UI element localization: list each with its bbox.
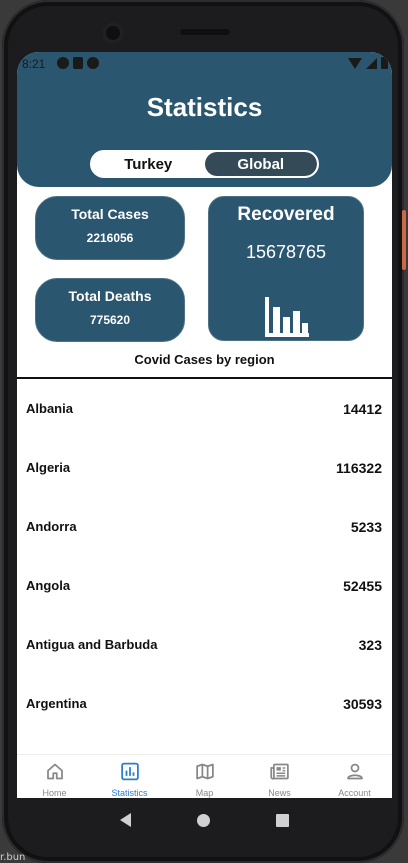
signal-icon: [366, 57, 377, 69]
region-name: Antigua and Barbuda: [26, 637, 158, 652]
region-value: 52455: [343, 577, 382, 594]
nav-item-home[interactable]: Home: [17, 755, 92, 798]
sync-icon: [87, 57, 99, 69]
region-name: Algeria: [26, 460, 71, 475]
wifi-icon: [348, 57, 362, 69]
region-name: Albania: [26, 401, 73, 416]
region-value: 5233: [350, 518, 382, 535]
list-item[interactable]: Andorra 5233: [17, 497, 392, 556]
list-item[interactable]: Argentina 30593: [17, 674, 392, 733]
region-value: 323: [358, 636, 382, 653]
nav-item-statistics[interactable]: Statistics: [92, 755, 167, 798]
recovered-card: Recovered 15678765: [208, 196, 364, 341]
total-cases-value: 2216056: [86, 231, 134, 245]
total-cases-label: Total Cases: [71, 206, 149, 222]
bar-chart-icon: [265, 297, 309, 337]
speaker-grille: [180, 29, 230, 35]
nav-label-map: Map: [195, 788, 214, 798]
list-item[interactable]: Algeria 116322: [17, 438, 392, 497]
region-toggle[interactable]: Turkey Global: [90, 150, 319, 178]
region-value: 116322: [336, 459, 382, 476]
system-status-icons: [348, 57, 388, 69]
notification-icons: [57, 57, 99, 69]
android-nav-bar: [17, 798, 392, 842]
nav-label-news: News: [268, 788, 291, 798]
header: 8:21 Statistics Turkey Global: [17, 52, 392, 187]
region-name: Argentina: [26, 696, 87, 711]
nav-label-home: Home: [42, 788, 67, 798]
newspaper-icon: [269, 763, 289, 780]
divider: [17, 377, 392, 379]
nav-label-statistics: Statistics: [111, 788, 148, 798]
battery-icon: [381, 57, 388, 69]
page-title: Statistics: [146, 92, 263, 122]
home-icon: [46, 763, 63, 780]
back-icon[interactable]: [120, 813, 131, 827]
list-item[interactable]: Albania 14412: [17, 379, 392, 438]
volume-button: [402, 210, 406, 270]
region-name: Angola: [26, 578, 71, 593]
toggle-option-turkey[interactable]: Turkey: [124, 155, 173, 173]
status-time: 8:21: [22, 57, 46, 71]
nav-item-news[interactable]: News: [242, 755, 317, 798]
list-item[interactable]: Angola 52455: [17, 556, 392, 615]
region-name: Andorra: [26, 519, 77, 534]
top-bezel: [2, 0, 404, 52]
map-icon: [195, 763, 214, 780]
bar-chart-icon: [120, 762, 139, 781]
sd-card-icon: [73, 57, 83, 69]
total-deaths-label: Total Deaths: [68, 288, 152, 304]
total-cases-card: Total Cases 2216056: [35, 196, 185, 260]
app-screen: 8:21 Statistics Turkey Global Total: [17, 52, 392, 798]
region-value: 14412: [343, 400, 382, 417]
recovered-value: 15678765: [245, 242, 327, 262]
app-notification-icon: [57, 57, 69, 69]
toggle-option-global[interactable]: Global: [204, 152, 317, 176]
total-deaths-card: Total Deaths 775620: [35, 278, 185, 342]
account-icon: [346, 763, 363, 780]
region-value: 30593: [343, 695, 382, 712]
recents-icon[interactable]: [276, 813, 289, 827]
recovered-label: Recovered: [237, 204, 335, 225]
nav-label-account: Account: [338, 788, 371, 798]
home-button-icon[interactable]: [197, 813, 210, 827]
list-item[interactable]: Antigua and Barbuda 323: [17, 615, 392, 674]
camera-icon: [102, 22, 124, 44]
section-title: Covid Cases by region: [134, 352, 275, 367]
bottom-nav: Home Statistics Map: [17, 754, 392, 798]
background-text: r.bun: [0, 852, 26, 863]
nav-item-map[interactable]: Map: [167, 755, 242, 798]
total-deaths-value: 775620: [89, 313, 131, 327]
status-bar: 8:21: [17, 52, 392, 76]
nav-item-account[interactable]: Account: [317, 755, 392, 798]
